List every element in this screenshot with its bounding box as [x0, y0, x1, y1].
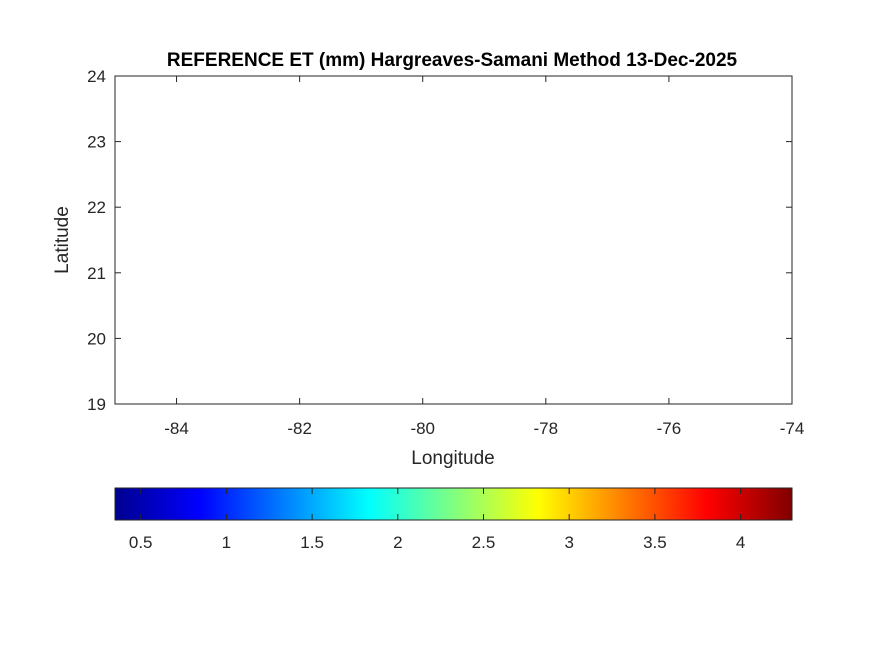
bahamas-east-base: [767, 151, 792, 161]
main-island-base: [115, 132, 783, 348]
et-sample-point: [495, 181, 535, 221]
et-sample-point: [206, 138, 246, 178]
et-sample-point: [372, 135, 412, 175]
et-sample-point: [661, 273, 701, 313]
et-sample-point: [341, 148, 381, 188]
y-tick-label: 20: [87, 329, 106, 348]
x-tick-label: -74: [780, 419, 805, 438]
bahamas-north-base: [712, 122, 737, 148]
et-sample-point: [403, 337, 443, 377]
y-tick-label: 23: [87, 133, 106, 152]
et-sample-point: [674, 309, 714, 349]
colorbar-tick-label: 1.5: [300, 533, 324, 552]
et-sample-point: [550, 322, 590, 362]
et-sample-point: [243, 128, 283, 168]
et-sample-point: [600, 286, 640, 326]
et-sample-point: [754, 305, 794, 345]
colorbar-tick-label: 2: [393, 533, 402, 552]
y-axis-label: Latitude: [52, 206, 73, 274]
et-sample-point: [760, 137, 800, 177]
et-sample-point: [698, 286, 738, 326]
et-sample-point: [575, 315, 615, 355]
et-sample-point: [329, 174, 369, 214]
et-sample-point: [107, 194, 147, 234]
et-sample-point: [169, 151, 209, 191]
et-sample-point: [218, 197, 258, 237]
et-sample-point: [526, 194, 566, 234]
y-tick-label: 19: [87, 395, 106, 414]
x-tick-label: -80: [410, 419, 435, 438]
et-sample-point: [464, 151, 504, 191]
chart-title: REFERENCE ET (mm) Hargreaves-Samani Meth…: [167, 50, 738, 71]
et-sample-point: [766, 160, 806, 200]
y-tick-label: 21: [87, 264, 106, 283]
southern-key-base: [417, 355, 429, 360]
plot-frame: [114, 75, 793, 405]
et-color-field: [107, 115, 806, 377]
et-sample-point: [618, 259, 658, 299]
x-tick-label: -82: [287, 419, 312, 438]
y-tick-label: 22: [87, 198, 106, 217]
et-sample-point: [446, 164, 486, 204]
x-tick-label: -76: [657, 419, 682, 438]
x-tick-label: -84: [164, 419, 189, 438]
et-sample-point: [310, 135, 350, 175]
colorbar-tick-label: 3.5: [643, 533, 667, 552]
et-sample-point: [624, 312, 664, 352]
et-sample-point: [227, 206, 267, 246]
et-sample-point: [575, 246, 615, 286]
colorbar-gradient: [115, 488, 792, 520]
colorbar-ticks: 0.5 1 1.5 2 2.5 3 3.5 4: [129, 488, 745, 552]
north-cays-base: [435, 161, 558, 194]
et-sample-point: [550, 213, 590, 253]
colorbar-tick-label: 1: [222, 533, 231, 552]
et-sample-point: [735, 295, 775, 335]
et-sample-point: [514, 164, 554, 204]
colorbar-tick-label: 0.5: [129, 533, 153, 552]
et-sample-point: [526, 240, 566, 280]
et-map: [107, 76, 806, 404]
x-axis-label: Longitude: [411, 448, 494, 469]
et-sample-point: [704, 115, 744, 155]
y-tick-label: 24: [87, 67, 106, 86]
et-sample-point: [384, 187, 424, 227]
et-sample-point: [415, 154, 455, 194]
et-sample-point: [138, 168, 178, 208]
et-sample-point: [390, 138, 430, 178]
texture-overlay: [115, 76, 792, 404]
inagua-fragment-base: [774, 174, 793, 184]
et-sample-point: [280, 125, 320, 165]
colorbar: 0.5 1 1.5 2 2.5 3 3.5 4: [114, 487, 793, 552]
colorbar-tick-label: 2.5: [472, 533, 496, 552]
isla-de-la-juventud-base: [229, 212, 266, 238]
colorbar-frame: [114, 487, 793, 521]
colorbar-tick-label: 4: [736, 533, 745, 552]
x-tick-label: -78: [534, 419, 559, 438]
et-sample-point: [464, 187, 504, 227]
y-axis: 19 20 21 22 23 24: [87, 67, 792, 414]
x-axis: -84 -82 -80 -78 -76 -74: [164, 76, 804, 438]
colorbar-tick-label: 3: [564, 533, 573, 552]
